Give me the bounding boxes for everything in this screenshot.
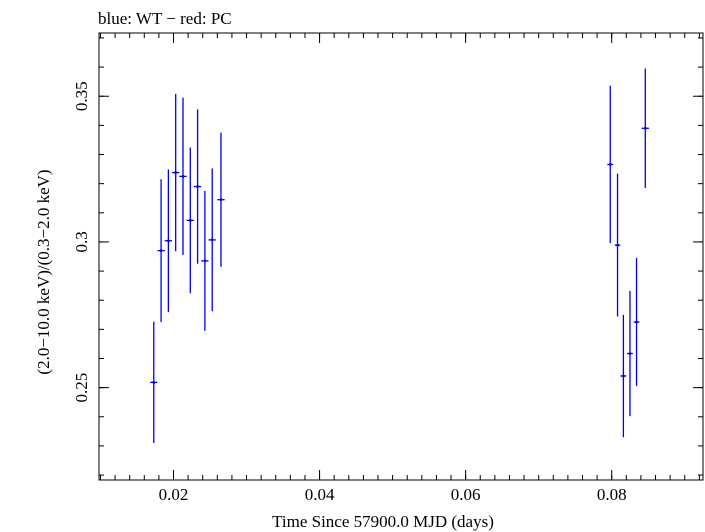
chart-title: blue: WT − red: PC (98, 9, 232, 28)
point-marker (643, 126, 647, 130)
data-point (201, 190, 209, 331)
y-tick-label: 0.25 (72, 373, 91, 403)
data-point (627, 290, 633, 417)
point-marker (196, 185, 199, 188)
point-marker (628, 352, 632, 355)
point-marker (621, 374, 625, 378)
y-tick-label: 0.3 (72, 231, 91, 252)
data-point (164, 169, 173, 313)
data-point (614, 173, 621, 317)
point-marker (174, 171, 178, 174)
point-marker (181, 174, 185, 178)
data-point (186, 147, 194, 294)
x-tick-label: 0.06 (451, 485, 481, 504)
data-point (193, 109, 202, 264)
point-marker (219, 198, 223, 202)
data-point (217, 132, 225, 267)
point-marker (203, 259, 207, 263)
x-tick-label: 0.08 (597, 485, 627, 504)
axis-tick-labels: 0.02 0.04 0.06 0.08 0.25 0.3 0.35 (72, 81, 627, 504)
data-points (150, 68, 649, 443)
y-tick-label: 0.35 (72, 81, 91, 111)
x-tick-label: 0.04 (305, 485, 335, 504)
data-point (150, 321, 158, 443)
axis-ticks (99, 33, 703, 480)
point-marker (152, 380, 156, 384)
point-marker (635, 320, 638, 324)
y-axis-label: (2.0−10.0 keV)/(0.3−2.0 keV) (34, 169, 53, 374)
data-point (172, 93, 180, 252)
point-marker (608, 163, 612, 166)
point-marker (166, 239, 170, 243)
x-tick-label: 0.02 (159, 485, 189, 504)
data-point (641, 68, 649, 189)
plot-frame (98, 32, 704, 481)
point-marker (210, 238, 214, 242)
point-marker (188, 218, 192, 222)
x-axis-label: Time Since 57900.0 MJD (days) (272, 512, 494, 531)
data-point (620, 314, 627, 438)
data-point (179, 97, 187, 256)
data-point (633, 257, 640, 387)
point-marker (616, 243, 619, 247)
plot-border (98, 32, 704, 481)
data-point (157, 179, 165, 323)
data-point (208, 168, 216, 312)
point-marker (159, 249, 163, 253)
data-point (607, 85, 614, 244)
